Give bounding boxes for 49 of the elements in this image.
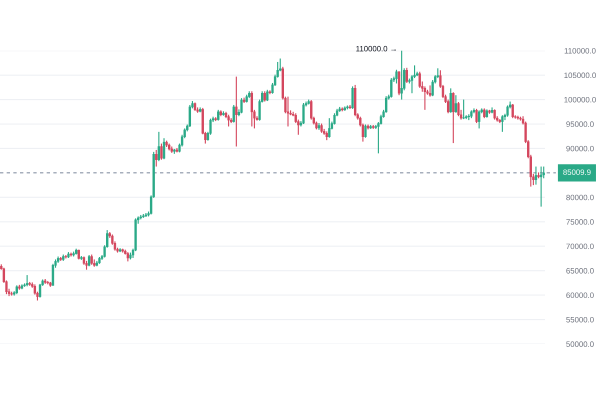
- candlestick: [217, 109, 220, 122]
- candlestick: [384, 96, 388, 114]
- candlestick: [400, 50, 403, 100]
- candlestick: [506, 104, 509, 118]
- candlestick: [501, 114, 504, 132]
- candlestick: [452, 92, 454, 144]
- candlestick: [188, 104, 192, 128]
- candlestick: [235, 76, 238, 148]
- candlestick: [398, 70, 400, 96]
- candlestick: [431, 79, 434, 97]
- candlestick: [264, 90, 266, 102]
- candlestick: [424, 86, 426, 110]
- candlestick: [390, 78, 392, 98]
- candlestick: [46, 280, 49, 285]
- candlestick: [38, 283, 42, 298]
- candlestick: [88, 254, 90, 267]
- candlestick: [462, 99, 465, 120]
- candlestick: [90, 254, 93, 266]
- candlestick: [227, 114, 230, 128]
- candlestick: [160, 143, 163, 160]
- candlestick: [78, 249, 80, 260]
- candlestick: [126, 252, 130, 262]
- candlestick: [266, 89, 269, 102]
- candlestick: [457, 101, 460, 117]
- candlestick: [250, 90, 254, 128]
- candlestick: [534, 166, 538, 186]
- candlestick: [93, 258, 96, 268]
- candlestick: [475, 108, 478, 124]
- candlestick: [454, 94, 458, 114]
- candlestick: [158, 131, 160, 162]
- candlestick: [450, 88, 452, 114]
- candlestick: [478, 110, 480, 129]
- candlestick: [418, 71, 421, 88]
- candlestick: [328, 118, 331, 138]
- candlestick: [232, 104, 235, 124]
- candlestick: [406, 67, 408, 84]
- candlestick: [140, 214, 142, 220]
- candlestick: [351, 86, 354, 110]
- candlestick: [26, 274, 28, 287]
- candlestick: [493, 108, 496, 120]
- candlestick: [155, 149, 158, 168]
- candlestick: [320, 122, 323, 134]
- candlestick: [512, 103, 514, 119]
- candlestick: [52, 263, 54, 286]
- candlestick: [540, 166, 542, 208]
- candlestick: [483, 108, 486, 119]
- candlestick: [468, 114, 470, 121]
- candlestick: [428, 84, 432, 98]
- candlestick: [310, 100, 312, 120]
